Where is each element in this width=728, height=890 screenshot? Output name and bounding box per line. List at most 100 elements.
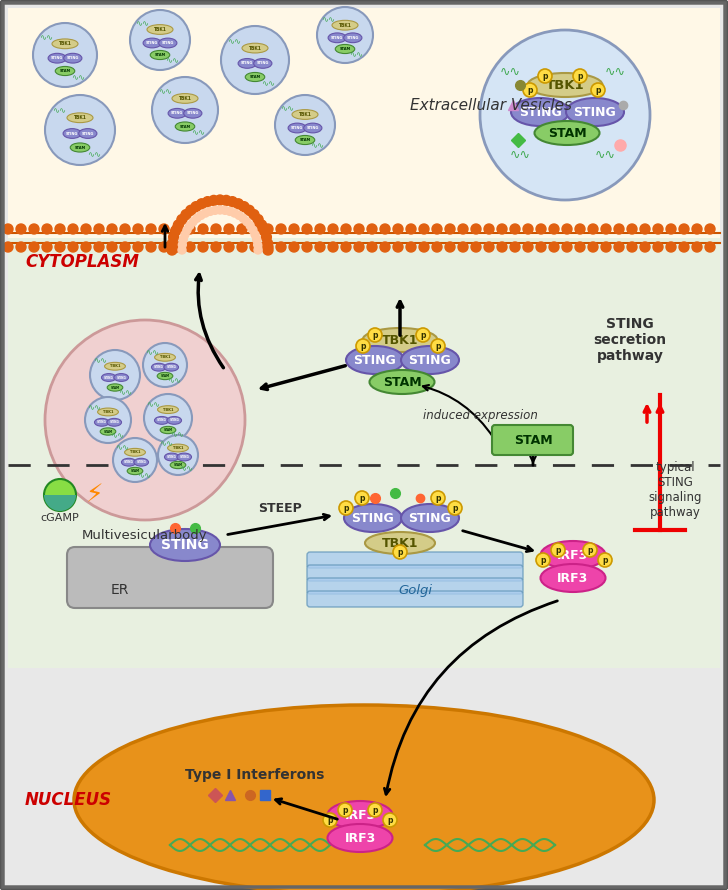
Circle shape (692, 224, 702, 234)
Circle shape (85, 397, 131, 443)
Text: p: p (372, 805, 378, 814)
Circle shape (198, 242, 208, 252)
Text: p: p (114, 409, 120, 419)
Circle shape (130, 10, 190, 70)
Text: ∿∿: ∿∿ (179, 465, 193, 473)
Circle shape (81, 224, 91, 234)
Ellipse shape (253, 59, 272, 69)
Circle shape (221, 206, 229, 214)
Circle shape (249, 226, 257, 234)
Text: p: p (360, 342, 365, 351)
Text: STING: STING (51, 56, 63, 61)
Text: p: p (170, 97, 176, 106)
Ellipse shape (70, 143, 90, 152)
Circle shape (510, 224, 520, 234)
Circle shape (239, 202, 249, 212)
Text: STAM: STAM (164, 428, 173, 432)
Circle shape (562, 224, 572, 234)
Ellipse shape (183, 109, 202, 118)
Circle shape (211, 224, 221, 234)
Circle shape (114, 410, 122, 418)
Circle shape (221, 196, 232, 206)
Circle shape (120, 365, 128, 373)
Ellipse shape (304, 123, 322, 133)
Ellipse shape (48, 53, 66, 63)
Text: TBK1: TBK1 (74, 115, 87, 120)
Text: TBK1: TBK1 (173, 446, 183, 450)
Text: STAM: STAM (103, 430, 113, 433)
Circle shape (186, 222, 194, 230)
Text: TBK1: TBK1 (178, 96, 191, 101)
Circle shape (144, 28, 152, 36)
Circle shape (211, 206, 219, 214)
Circle shape (152, 77, 218, 143)
Ellipse shape (64, 53, 82, 63)
Text: TBK1: TBK1 (130, 450, 141, 454)
Circle shape (354, 224, 364, 234)
Text: STING: STING (291, 126, 304, 130)
Circle shape (352, 24, 360, 32)
Circle shape (45, 95, 115, 165)
Circle shape (235, 211, 243, 219)
Circle shape (367, 224, 377, 234)
Circle shape (198, 224, 208, 234)
Circle shape (536, 224, 546, 234)
Ellipse shape (328, 824, 392, 852)
Text: ∿∿: ∿∿ (165, 56, 179, 66)
Text: ∿∿: ∿∿ (170, 430, 185, 440)
Text: STING: STING (518, 106, 561, 118)
Text: TBK1: TBK1 (154, 27, 167, 32)
Circle shape (315, 224, 325, 234)
Ellipse shape (107, 384, 123, 391)
Circle shape (276, 224, 286, 234)
Circle shape (263, 224, 273, 234)
Circle shape (575, 224, 585, 234)
Circle shape (666, 242, 676, 252)
Text: p: p (50, 43, 56, 52)
Text: IRF3: IRF3 (344, 808, 376, 821)
Text: STAM: STAM (130, 469, 140, 473)
Text: STING: STING (166, 365, 176, 369)
Circle shape (226, 207, 234, 215)
Text: p: p (123, 450, 128, 459)
Text: ∿∿: ∿∿ (71, 73, 84, 82)
Text: induced expression: induced expression (422, 409, 537, 422)
Ellipse shape (143, 38, 162, 48)
Circle shape (317, 7, 373, 63)
Circle shape (601, 242, 611, 252)
Ellipse shape (55, 67, 75, 76)
FancyBboxPatch shape (67, 547, 273, 608)
Text: STING: STING (162, 41, 174, 45)
Ellipse shape (346, 346, 404, 374)
Text: Multivesicularbody: Multivesicularbody (82, 529, 207, 541)
Circle shape (627, 224, 637, 234)
FancyBboxPatch shape (307, 552, 523, 568)
Text: STAM: STAM (179, 125, 191, 128)
Ellipse shape (95, 418, 109, 426)
Circle shape (356, 339, 370, 353)
Circle shape (45, 320, 245, 520)
Text: ∿∿: ∿∿ (499, 66, 521, 78)
Text: p: p (166, 446, 171, 455)
Text: TBK1: TBK1 (248, 45, 261, 51)
Text: TBK1: TBK1 (381, 537, 419, 549)
Circle shape (393, 242, 403, 252)
Circle shape (259, 226, 269, 236)
Ellipse shape (344, 33, 362, 43)
Circle shape (170, 98, 178, 106)
Circle shape (94, 242, 104, 252)
Circle shape (484, 242, 494, 252)
Circle shape (102, 365, 110, 373)
Text: p: p (169, 28, 175, 37)
Circle shape (591, 83, 605, 97)
Ellipse shape (134, 458, 149, 466)
Circle shape (179, 236, 187, 244)
Circle shape (598, 553, 612, 567)
Circle shape (237, 242, 247, 252)
Circle shape (202, 209, 210, 217)
Circle shape (146, 242, 156, 252)
Circle shape (250, 224, 260, 234)
Circle shape (133, 242, 143, 252)
Ellipse shape (122, 458, 136, 466)
Circle shape (341, 242, 351, 252)
